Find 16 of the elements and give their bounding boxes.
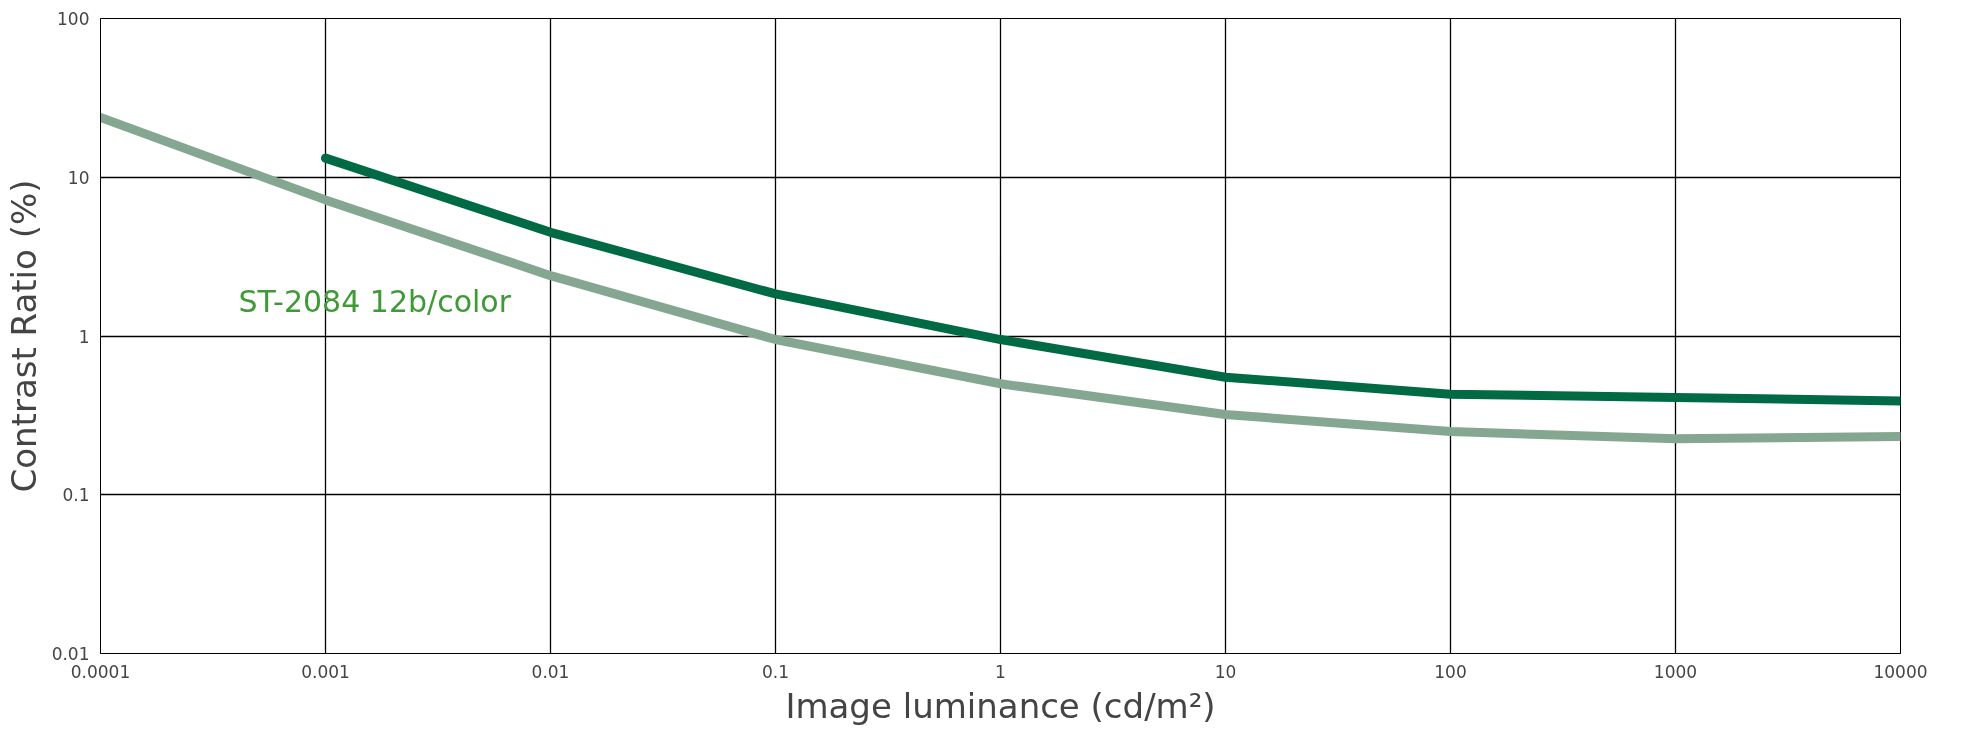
x-tick-label: 0.1 bbox=[761, 661, 790, 682]
y-tick-label: 1 bbox=[78, 326, 90, 347]
y-tick-label: 100 bbox=[57, 9, 90, 29]
x-tick-label: 1000 bbox=[1653, 661, 1698, 682]
x-tick-label: 0.0001 bbox=[70, 661, 131, 682]
x-tick-label: 0.001 bbox=[301, 661, 350, 682]
x-tick-label: 10000 bbox=[1873, 661, 1928, 682]
y-tick-label: 0.1 bbox=[62, 485, 90, 506]
y-tick-label: 10 bbox=[67, 167, 90, 188]
x-tick-label: 100 bbox=[1434, 661, 1467, 682]
x-tick-label: 0.01 bbox=[531, 661, 570, 682]
y-axis-title: Contrast Ratio (%) bbox=[3, 179, 44, 493]
y-tick-label: 0.01 bbox=[51, 644, 90, 664]
x-axis-title: Image luminance (cd/m²) bbox=[785, 685, 1216, 726]
x-tick-label: 10 bbox=[1214, 661, 1237, 682]
x-tick-label: 1 bbox=[995, 661, 1006, 682]
